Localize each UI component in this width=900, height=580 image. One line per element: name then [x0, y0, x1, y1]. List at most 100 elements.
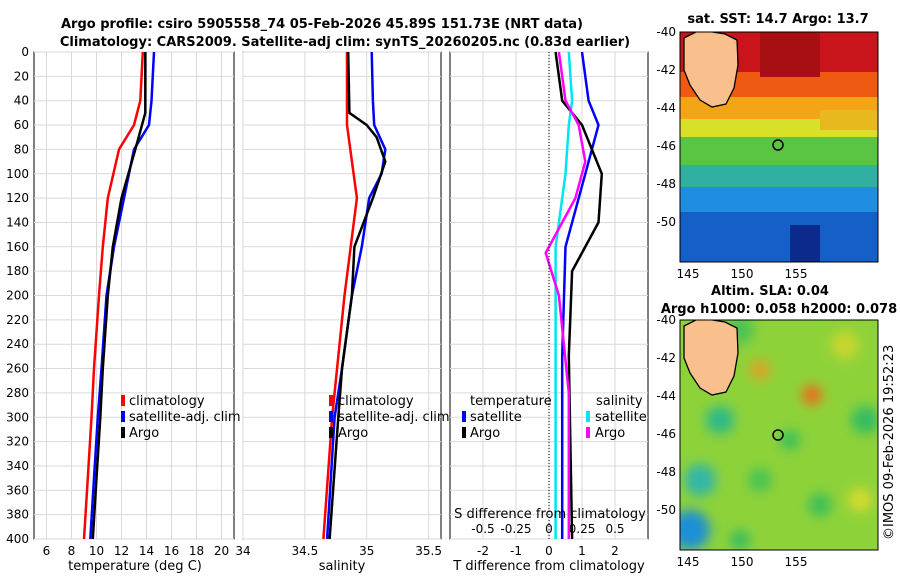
legend-title-salinity: salinity — [596, 394, 643, 409]
x-tick-label: 35 — [359, 544, 374, 558]
y-tick-label: 360 — [6, 483, 29, 497]
lat-tick-label: -40 — [656, 25, 676, 39]
legend-label-s-satellite: satellite — [595, 410, 647, 425]
legend-label-argo: Argo — [129, 426, 159, 441]
x-tick-label: 18 — [189, 544, 204, 558]
legend-swatch-t-argo — [462, 427, 466, 438]
salinity-tick-labels: 34 34.5 35 35.5 — [235, 544, 442, 558]
legend-swatch-satellite — [329, 411, 333, 422]
y-tick-label: 280 — [6, 386, 29, 400]
depth-tick-labels: 0 20 40 60 80 100 120 140 160 180 200 220 240 260 280 3… — [6, 45, 29, 546]
temperature-tick-labels: 6 8 10 12 14 16 18 20 — [43, 544, 229, 558]
title-line1: Argo profile: csiro 5905558_74 05-Feb-20… — [61, 17, 583, 32]
series-line-t-satellite — [560, 51, 600, 539]
lat-tick-label: -50 — [656, 215, 676, 229]
x-tick-label: -2 — [477, 544, 489, 558]
x-tick-label: 10 — [89, 544, 104, 558]
sla-map-title2: Argo h1000: 0.058 h2000: 0.078 — [661, 302, 897, 317]
legend-swatch-s-satellite — [586, 411, 590, 422]
lat-tick-label: -44 — [656, 101, 676, 115]
legend-swatch-argo — [121, 427, 125, 438]
x-tick-label: 34 — [235, 544, 250, 558]
legend-title-temperature: temperature — [470, 394, 552, 409]
y-tick-label: 220 — [6, 313, 29, 327]
lon-tick-label: 150 — [731, 267, 754, 281]
y-tick-label: 160 — [6, 240, 29, 254]
tasmania-land — [683, 32, 739, 108]
sst-map-title: sat. SST: 14.7 Argo: 13.7 — [687, 12, 868, 27]
lon-tick-label: 155 — [785, 267, 808, 281]
legend-label-s-argo: Argo — [595, 426, 625, 441]
legend-swatch-climatology — [121, 395, 125, 406]
y-tick-label: 0 — [21, 45, 29, 59]
legend-label-t-argo: Argo — [470, 426, 500, 441]
lat-tick-label: -46 — [656, 427, 676, 441]
series-line-s-argo — [544, 51, 587, 539]
lat-tick-label: -48 — [656, 177, 676, 191]
legend-swatch-t-satellite — [462, 411, 466, 422]
difference-lines — [544, 51, 604, 540]
lat-tick-label: -42 — [656, 351, 676, 365]
tasmania-land — [683, 320, 739, 396]
y-tick-label: 340 — [6, 459, 29, 473]
sla-map-title1: Altim. SLA: 0.04 — [711, 284, 829, 299]
x-tick-label: 2 — [611, 544, 619, 558]
lon-tick-label: 145 — [677, 267, 700, 281]
x2-tick-label: -0.25 — [500, 522, 531, 536]
lon-tick-label: 145 — [677, 555, 700, 569]
y-tick-label: 200 — [6, 289, 29, 303]
y-tick-label: 20 — [14, 69, 29, 83]
salinity-legend: climatology satellite-adj. clim Argo — [329, 394, 450, 441]
difference-xlabel: T difference from climatology — [452, 559, 645, 574]
lon-tick-label: 150 — [731, 555, 754, 569]
sst-map-ticks: -40 -42 -44 -46 -48 -50 145 150 155 — [656, 25, 807, 281]
lat-tick-label: -40 — [656, 313, 676, 327]
y-tick-label: 300 — [6, 410, 29, 424]
y-tick-label: 240 — [6, 337, 29, 351]
temperature-xlabel: temperature (deg C) — [68, 559, 202, 574]
series-line-t-argo — [554, 51, 604, 540]
y-tick-label: 140 — [6, 215, 29, 229]
series-line-argo — [328, 51, 387, 540]
y-tick-label: 260 — [6, 362, 29, 376]
x2-tick-label: 0.25 — [569, 522, 596, 536]
legend-swatch-satellite — [121, 411, 125, 422]
legend-label-t-satellite: satellite — [470, 410, 522, 425]
lat-tick-label: -44 — [656, 389, 676, 403]
legend-label-satellite: satellite-adj. clim — [129, 410, 241, 425]
temperature-lines — [82, 51, 156, 540]
sst-map — [680, 32, 878, 262]
series-line-argo — [91, 52, 147, 540]
series-line-climatology — [82, 51, 145, 540]
watermark: ©IMOS 09-Feb-2026 19:52:23 — [882, 345, 897, 540]
y-tick-label: 40 — [14, 94, 29, 108]
legend-swatch-s-argo — [586, 427, 590, 438]
legend-label-climatology: climatology — [129, 394, 205, 409]
x-tick-label: 6 — [43, 544, 51, 558]
y-tick-label: 400 — [6, 532, 29, 546]
sla-map-ticks: -40 -42 -44 -46 -48 -50 145 150 155 — [656, 313, 807, 569]
legend-label-satellite: satellite-adj. clim — [338, 410, 450, 425]
lon-tick-label: 155 — [785, 555, 808, 569]
y-tick-label: 380 — [6, 508, 29, 522]
x-tick-label: 0 — [545, 544, 553, 558]
argo-position-marker — [772, 429, 784, 441]
x-tick-label: 12 — [114, 544, 129, 558]
x-tick-label: -1 — [510, 544, 522, 558]
x-tick-label: 20 — [214, 544, 229, 558]
legend-swatch-argo — [329, 427, 333, 438]
x-tick-label: 16 — [164, 544, 179, 558]
y-tick-label: 180 — [6, 264, 29, 278]
x-tick-label: 34.5 — [292, 544, 319, 558]
series-line-s-satellite — [554, 51, 574, 539]
y-tick-label: 60 — [14, 118, 29, 132]
lat-tick-label: -42 — [656, 63, 676, 77]
x-tick-label: 14 — [139, 544, 154, 558]
x-tick-label: 35.5 — [415, 544, 442, 558]
x-tick-label: 1 — [578, 544, 586, 558]
x2-tick-label: 0.5 — [605, 522, 624, 536]
difference-legend: temperature satellite Argo salinity sate… — [462, 394, 647, 441]
argo-position-marker — [772, 139, 784, 151]
difference-xlabel2: S difference from climatology — [454, 507, 646, 522]
